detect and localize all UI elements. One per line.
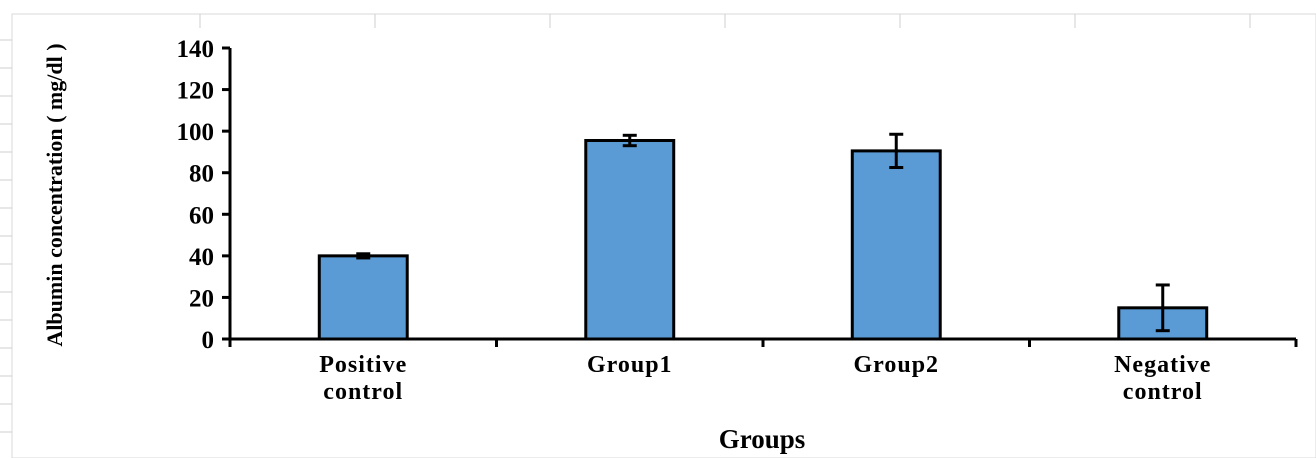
y-tick-label: 20: [189, 285, 214, 312]
y-tick-label: 140: [177, 36, 215, 63]
x-tick-label: Negative: [1114, 352, 1211, 378]
y-tick-label: 0: [202, 327, 215, 354]
x-tick-label: control: [323, 379, 403, 405]
y-tick-label: 60: [189, 202, 214, 229]
error-bar: [622, 133, 637, 148]
x-tick-label: control: [1123, 379, 1203, 405]
error-bar: [889, 132, 904, 170]
spreadsheet-gridlines: [0, 13, 1316, 458]
error-bar: [1155, 283, 1170, 333]
y-tick-label: 80: [189, 161, 214, 188]
bar: [584, 138, 676, 341]
bar: [850, 149, 942, 341]
y-tick-label: 120: [177, 78, 215, 105]
error-bar: [356, 252, 371, 260]
y-axis-title: Albumin concentration ( mg/dl ): [42, 43, 67, 346]
y-tick-label: 40: [189, 244, 214, 271]
error-bars: [356, 132, 1170, 333]
bar: [317, 254, 409, 341]
x-tick-label: Group1: [587, 352, 673, 378]
bars: [317, 138, 1209, 341]
x-axis-title: Groups: [719, 424, 806, 454]
y-axis: 0 20 40 60 80 100 120 140: [177, 36, 232, 354]
x-tick-label: Positive: [319, 352, 407, 378]
x-tick-label: Group2: [853, 352, 939, 378]
y-tick-label: 100: [177, 119, 215, 146]
